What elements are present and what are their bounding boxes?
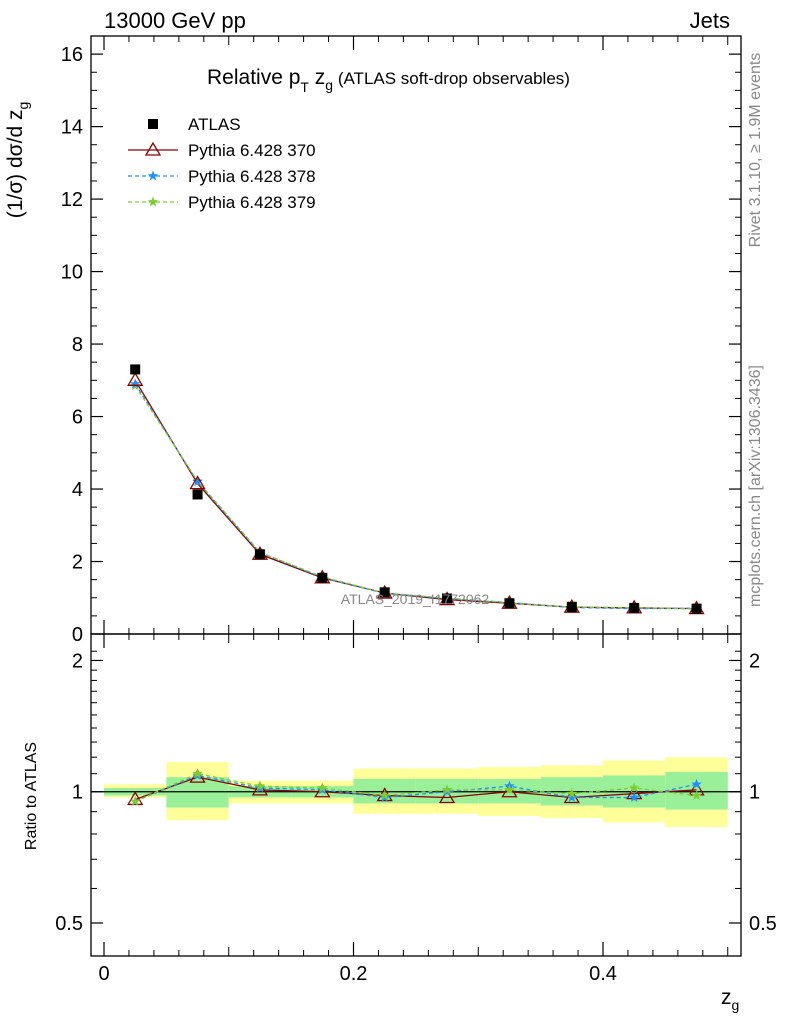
ratio-y-tick-label: 0.5 — [55, 913, 83, 935]
y-tick-label: 12 — [61, 189, 83, 211]
ratio-data-point — [192, 768, 203, 779]
x-axis-label: zg — [721, 986, 739, 1013]
x-tick-label: 0 — [98, 963, 109, 985]
main-data-point — [192, 476, 203, 487]
main-data-point — [629, 602, 640, 613]
main-data-point — [129, 378, 141, 389]
x-label-text: z — [721, 986, 732, 1009]
title-suffix: (ATLAS soft-drop observables) — [333, 69, 570, 88]
ratio-data-point — [691, 790, 702, 800]
ratio-data-point — [566, 791, 578, 802]
x-tick-label: 0.2 — [340, 963, 368, 985]
main-y-label-text: (1/σ) dσ/d z — [4, 110, 27, 219]
title-sub2: g — [325, 77, 333, 93]
ratio-data-point — [628, 782, 640, 793]
ratio-series-line — [134, 774, 697, 803]
ratio-data-point — [317, 782, 328, 793]
legend-marker — [144, 141, 162, 156]
ratio-y-tick-label: 1 — [72, 782, 83, 804]
main-data-point — [254, 549, 265, 560]
main-series-line — [134, 379, 697, 610]
mcplots-label: mcplots.cern.ch [arXiv:1306.3436] — [747, 365, 764, 607]
title-mid: z — [309, 66, 325, 89]
main-data-point — [192, 489, 203, 500]
legend-marker — [148, 119, 158, 129]
main-data-point — [317, 572, 328, 583]
main-y-axis-label: (1/σ) dσ/d zg — [4, 102, 31, 219]
main-data-point — [130, 364, 141, 375]
legend-label: ATLAS — [188, 115, 241, 134]
y-tick-label: 6 — [72, 407, 83, 429]
y-tick-label: 0 — [72, 624, 83, 646]
legend-marker — [147, 196, 159, 207]
header-right: Jets — [690, 8, 730, 33]
title-prefix: Relative p — [207, 66, 300, 89]
main-data-point — [504, 598, 515, 609]
ratio-data-point — [501, 783, 518, 798]
y-tick-label: 4 — [72, 479, 83, 501]
ratio-data-point — [691, 778, 702, 789]
ratio-y-axis-label: Ratio to ATLAS — [23, 742, 40, 850]
header-left: 13000 GeV pp — [104, 8, 246, 33]
legend-label: Pythia 6.428 379 — [188, 193, 316, 212]
main-data-point — [189, 475, 206, 490]
y-tick-label: 16 — [61, 44, 83, 66]
ratio-data-point — [379, 790, 390, 800]
plot-title: Relative pT zg (ATLAS soft-drop observab… — [207, 66, 570, 95]
analysis-watermark: ATLAS_2019_I1772062 — [341, 591, 490, 607]
legend-marker — [147, 170, 159, 181]
ratio-data-point — [628, 791, 640, 802]
legend-label: Pythia 6.428 370 — [188, 141, 316, 160]
ratio-y-tick-label: 2 — [72, 650, 83, 672]
y-tick-label: 10 — [61, 262, 83, 284]
main-data-point — [127, 372, 144, 386]
main-data-point — [442, 593, 453, 604]
legend-label: Pythia 6.428 378 — [188, 167, 316, 186]
ratio-data-point — [438, 789, 456, 804]
y-tick-label: 2 — [72, 552, 83, 574]
panel-frame — [90, 633, 742, 957]
main-data-point — [566, 601, 577, 612]
main-y-label-sub: g — [15, 102, 31, 110]
ratio-data-point — [254, 780, 266, 791]
ratio-y-tick-label: 2 — [749, 650, 760, 672]
y-tick-label: 8 — [72, 334, 83, 356]
y-tick-label: 14 — [61, 117, 83, 139]
ratio-data-point — [251, 781, 269, 796]
ratio-data-point — [127, 791, 144, 806]
ratio-data-point — [129, 795, 141, 806]
x-label-sub: g — [732, 997, 740, 1013]
ratio-panel — [91, 757, 741, 828]
ratio-series-line — [134, 776, 697, 801]
main-data-point — [379, 587, 390, 598]
ratio-data-point — [441, 784, 453, 795]
ratio-data-point — [566, 788, 578, 799]
main-series-line — [134, 385, 697, 610]
ratio-data-point — [504, 784, 515, 795]
title-sub1: T — [300, 79, 309, 95]
rivet-label: Rivet 3.1.10, ≥ 1.9M events — [747, 53, 764, 248]
main-series-line — [134, 383, 697, 610]
legend: ATLAS Pythia 6.428 370 Pythia 6.428 378 Pyt… — [128, 115, 316, 212]
main-data-point — [691, 603, 702, 614]
ratio-y-tick-label: 0.5 — [749, 913, 777, 935]
x-tick-label: 0.4 — [589, 963, 617, 985]
ratio-series-line — [134, 772, 697, 803]
ratio-y-tick-label: 1 — [749, 782, 760, 804]
